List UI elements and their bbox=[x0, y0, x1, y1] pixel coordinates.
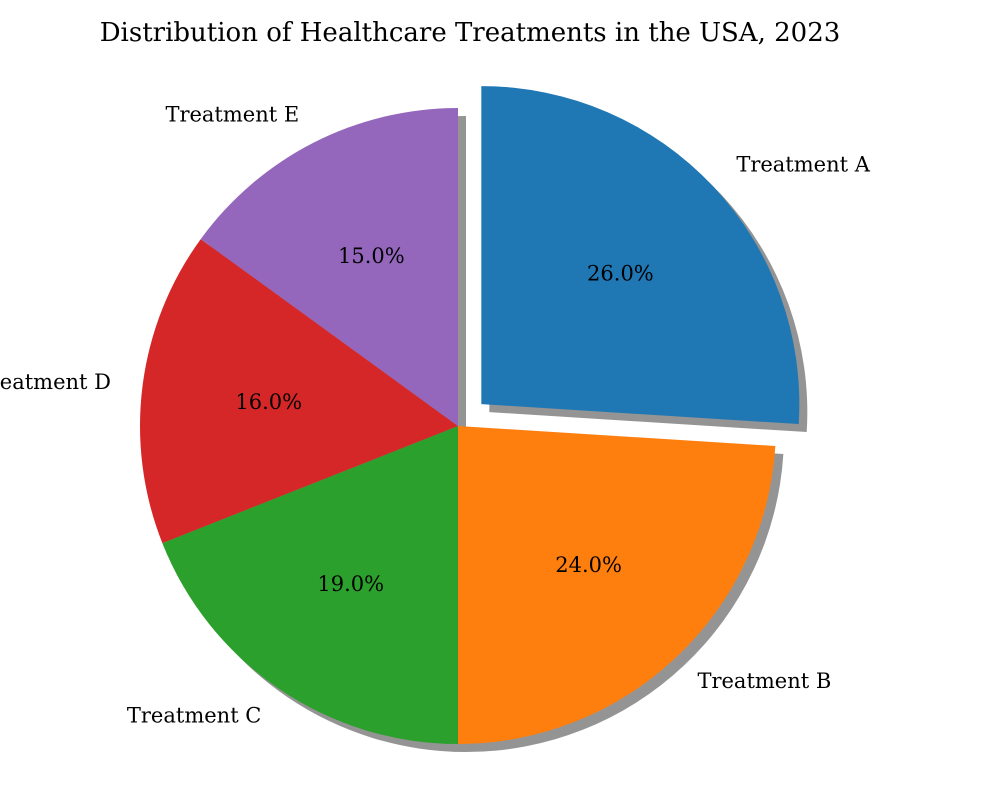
pct-treatment-e: 15.0% bbox=[338, 244, 405, 268]
slice-treatment-a bbox=[481, 86, 800, 425]
label-treatment-a: Treatment A bbox=[736, 153, 870, 177]
pct-treatment-b: 24.0% bbox=[555, 553, 622, 577]
label-treatment-e: Treatment E bbox=[165, 102, 299, 126]
slice-treatment-e bbox=[200, 108, 458, 426]
pie-labels: Treatment A 26.0% Treatment B 24.0% Treatmen… bbox=[0, 102, 871, 727]
slice-treatment-d bbox=[139, 239, 458, 544]
pie-slices bbox=[139, 86, 800, 744]
pct-treatment-c: 19.0% bbox=[317, 572, 384, 596]
pct-treatment-a: 26.0% bbox=[587, 261, 654, 285]
slice-treatment-b bbox=[458, 426, 776, 744]
label-treatment-b: Treatment B bbox=[697, 669, 831, 693]
slice-treatment-c bbox=[162, 426, 459, 744]
label-treatment-c: Treatment C bbox=[127, 703, 261, 727]
pct-treatment-d: 16.0% bbox=[235, 390, 302, 414]
label-treatment-d: Treatment D bbox=[0, 370, 111, 394]
chart-title: Distribution of Healthcare Treatments in… bbox=[99, 18, 841, 48]
